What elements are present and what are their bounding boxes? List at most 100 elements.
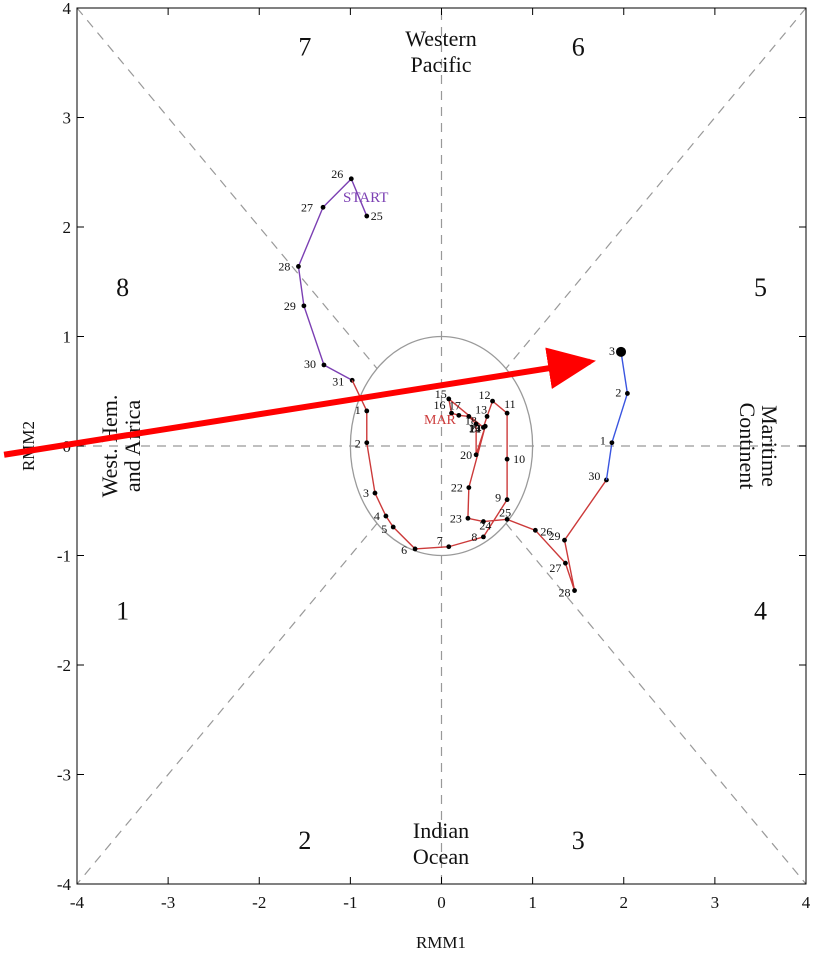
y-tick-label: -4 <box>57 875 72 894</box>
day-label: 1 <box>355 403 361 417</box>
day-marker <box>390 524 396 530</box>
day-marker <box>484 414 490 419</box>
day-label: 28 <box>278 259 290 273</box>
day-label: 24 <box>479 519 491 533</box>
day-marker <box>504 516 510 522</box>
day-marker <box>364 408 370 414</box>
day-label: 30 <box>588 469 600 483</box>
region-left-line1: West. Hem. <box>97 395 122 498</box>
day-label: 10 <box>513 452 525 466</box>
y-tick-label: -2 <box>57 656 71 675</box>
day-label: 12 <box>479 388 491 402</box>
x-tick-label: -3 <box>161 893 175 912</box>
y-tick-label: 3 <box>63 109 72 128</box>
phase-number: 4 <box>754 596 767 625</box>
day-label: 19 <box>468 421 480 435</box>
day-label: 26 <box>540 524 552 538</box>
phase-number: 3 <box>572 826 585 855</box>
y-tick-label: 4 <box>63 0 72 18</box>
phase-number: 5 <box>754 273 767 302</box>
day-marker <box>466 485 472 491</box>
y-tick-label: 1 <box>63 328 72 347</box>
region-labels: Western Pacific Indian Ocean West. Hem. … <box>97 26 782 869</box>
day-label: 6 <box>401 543 407 557</box>
y-tick-label: -1 <box>57 547 71 566</box>
day-label: 13 <box>475 402 487 416</box>
day-label: 14 <box>469 421 481 435</box>
day-marker <box>624 391 630 396</box>
x-tick-label: 2 <box>620 893 629 912</box>
day-marker <box>456 412 462 418</box>
phase-number: 8 <box>116 273 129 302</box>
day-label: 25 <box>499 505 511 519</box>
day-marker <box>301 303 307 309</box>
day-marker <box>465 515 471 521</box>
day-marker <box>504 456 510 462</box>
red-arrow-annotation <box>3 347 596 458</box>
phase-number: 7 <box>298 32 311 61</box>
x-tick-label: 4 <box>802 893 811 912</box>
day-marker <box>364 440 370 446</box>
day-marker <box>490 398 495 404</box>
day-marker <box>609 440 615 446</box>
series-line-blue <box>605 351 629 481</box>
start-label: START <box>343 190 388 206</box>
day-label: 16 <box>434 398 446 412</box>
day-marker <box>321 362 327 368</box>
diagonal-guide-nw <box>76 7 378 369</box>
x-tick-label: 0 <box>437 893 446 912</box>
region-right-line1: Maritime <box>757 405 782 487</box>
day-marker <box>481 534 486 540</box>
day-marker <box>348 176 354 182</box>
day-marker <box>482 423 488 429</box>
diagonal-guide-se <box>505 523 807 885</box>
y-axis-title: RMM2 <box>19 421 38 471</box>
day-marker <box>372 490 378 496</box>
day-marker <box>473 421 479 427</box>
day-marker <box>572 588 577 593</box>
day-label: 15 <box>435 387 447 401</box>
day-label: 2 <box>355 437 361 451</box>
day-marker <box>504 410 510 416</box>
region-bottom-line1: Indian <box>413 818 469 843</box>
phase-number: 2 <box>298 826 311 855</box>
day-marker <box>466 414 472 419</box>
day-marker <box>481 519 486 524</box>
region-top-line1: Western <box>405 26 477 51</box>
day-marker <box>446 396 452 402</box>
day-label: 28 <box>559 586 571 600</box>
day-marker <box>616 346 627 357</box>
trajectory-annotations: START MAR <box>343 190 457 428</box>
day-label: 11 <box>504 397 516 411</box>
day-label: 23 <box>450 511 462 525</box>
day-label: 4 <box>374 509 380 523</box>
day-marker <box>532 527 538 533</box>
x-tick-label: 1 <box>528 893 537 912</box>
day-label: 20 <box>460 448 472 462</box>
day-label: 29 <box>284 299 296 313</box>
overlap-label: MAR <box>424 413 457 428</box>
region-right-line2: Continent <box>735 403 760 490</box>
day-marker <box>446 544 452 550</box>
region-left-line2: and Africa <box>120 400 145 492</box>
day-marker <box>296 264 301 269</box>
day-marker <box>562 537 567 543</box>
dashed-guide-lines <box>76 7 807 885</box>
day-label: 25 <box>371 209 383 223</box>
day-label: 29 <box>549 529 561 543</box>
unit-circle-outline <box>349 335 534 557</box>
day-label: 8 <box>471 530 477 544</box>
x-tick-label: -4 <box>70 893 85 912</box>
region-bottom-line2: Ocean <box>413 844 469 869</box>
day-marker <box>449 410 454 416</box>
x-tick-label: -1 <box>343 893 357 912</box>
day-marker <box>504 497 510 503</box>
day-label: 17 <box>449 398 461 412</box>
x-tick-label: 3 <box>711 893 720 912</box>
y-tick-label: 2 <box>63 218 72 237</box>
day-label: 26 <box>331 167 343 181</box>
